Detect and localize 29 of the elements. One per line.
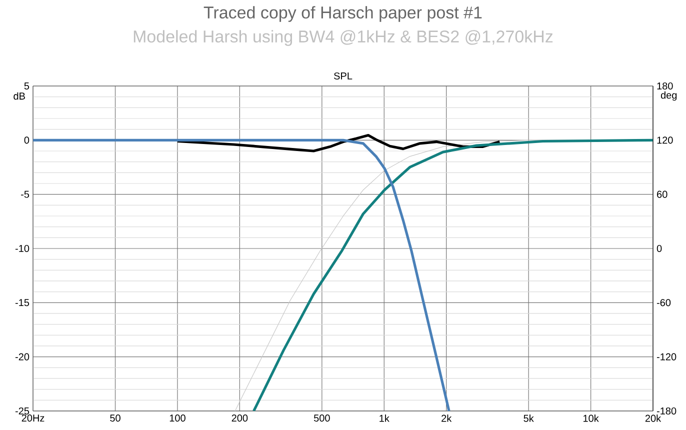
y2-axis-title: deg bbox=[660, 91, 677, 101]
y-tick-label: 5 bbox=[24, 82, 30, 90]
y-tick-label: -10 bbox=[15, 244, 30, 252]
y-axis-title: dB bbox=[14, 92, 25, 100]
y2-tick-label: -60 bbox=[656, 299, 671, 306]
x-tick-label: 5k bbox=[524, 414, 534, 422]
y2-tick-label: -120 bbox=[656, 353, 676, 360]
x-tick-label: 20Hz bbox=[22, 414, 44, 422]
y2-tick-label: 0 bbox=[656, 244, 662, 252]
x-tick-label: 10k bbox=[584, 414, 599, 422]
x-tick-label: 20k bbox=[645, 414, 662, 422]
y-tick-label: -25 bbox=[15, 407, 30, 415]
y2-tick-label: -180 bbox=[656, 407, 676, 415]
x-tick-label: 1k bbox=[380, 414, 390, 422]
chart-subtitle: Modeled Harsh using BW4 @1kHz & BES2 @1,270kHz bbox=[134, 30, 553, 46]
x-tick-label: 100 bbox=[170, 414, 186, 422]
chart-title: Traced copy of Harsch paper post #1 bbox=[204, 6, 482, 22]
y2-tick-label: 180 bbox=[657, 82, 673, 90]
x-tick-label: 50 bbox=[110, 414, 120, 422]
y2-tick-label: 120 bbox=[657, 136, 673, 144]
x-tick-label: 200 bbox=[232, 414, 248, 422]
y-tick-label: -20 bbox=[15, 353, 30, 360]
text: SPL bbox=[334, 72, 352, 80]
x-tick-label: 2k bbox=[442, 414, 452, 422]
x-tick-label: 500 bbox=[314, 414, 330, 422]
y2-tick-label: 60 bbox=[657, 190, 668, 198]
y-tick-label: -15 bbox=[15, 299, 30, 306]
y-tick-label: 0 bbox=[24, 136, 30, 144]
y-tick-label: -5 bbox=[21, 190, 30, 198]
